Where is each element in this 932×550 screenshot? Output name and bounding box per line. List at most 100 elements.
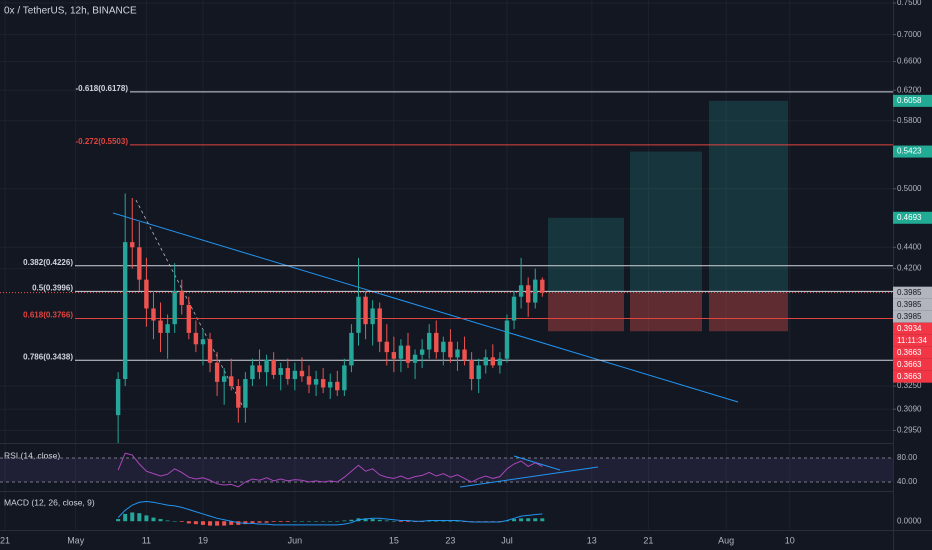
x-tick-label: 23 (445, 535, 455, 545)
macd-tick-label: 0.0000 (897, 516, 922, 525)
candle-body (207, 339, 213, 363)
candle-body (441, 341, 446, 353)
price-badge (893, 94, 932, 107)
macd-histogram-bar (130, 512, 135, 522)
macd-histogram-bar (193, 521, 198, 525)
candle-body (250, 365, 255, 380)
candle-body (172, 290, 177, 325)
macd-histogram-bar (434, 521, 439, 522)
candle-body (165, 324, 170, 333)
macd-histogram-bar (370, 519, 375, 522)
price-badge (893, 211, 932, 224)
fib-level-label: -0.618(0.6178) (76, 84, 129, 93)
candle-body (221, 376, 227, 382)
candle-body (412, 354, 418, 363)
macd-histogram-bar (519, 518, 524, 522)
macd-histogram-bar (271, 521, 276, 522)
rsi-band (0, 458, 893, 483)
macd-histogram-bar (208, 521, 213, 526)
candle-body (398, 345, 404, 359)
macd-histogram-bar (278, 521, 283, 522)
candle-body (257, 365, 262, 373)
macd-histogram-bar (335, 521, 340, 522)
candle-body (476, 365, 481, 380)
position-profit-zone (548, 217, 624, 293)
candle-body (349, 332, 354, 366)
price-badge (893, 322, 932, 335)
macd-histogram-bar (215, 521, 220, 526)
x-tick-label: 10 (785, 535, 795, 545)
x-tick-label: Jul (501, 535, 513, 545)
y-tick-label: 0.4200 (897, 264, 922, 273)
macd-line (117, 500, 543, 526)
macd-title: MACD (12, 26, close, 9) (4, 497, 95, 507)
macd-histogram-bar (292, 521, 297, 522)
candle-body (264, 360, 269, 373)
candle-body (518, 285, 524, 297)
macd-histogram-bar (158, 519, 163, 522)
macd-histogram-bar (526, 518, 531, 522)
candle-body (356, 296, 361, 333)
macd-histogram-bar (405, 521, 410, 522)
macd-histogram-bar (512, 519, 517, 522)
x-tick-label: Jun (288, 535, 303, 545)
macd-histogram-bar (137, 513, 142, 522)
price-badge-label: 0.3985 (897, 300, 922, 309)
price-badge-label: 0.3985 (897, 288, 922, 297)
price-badge-label: 0.6058 (897, 96, 922, 105)
candle-body (405, 345, 411, 363)
fib-level-label: 0.382(0.4226) (23, 258, 73, 267)
macd-histogram-bar (243, 521, 248, 525)
macd-histogram-bar (250, 521, 255, 524)
candle-body (434, 332, 439, 353)
candle-body (306, 376, 312, 385)
x-tick-label: 21 (0, 535, 10, 545)
macd-histogram-bar (377, 519, 382, 522)
macd-histogram-bar (285, 521, 290, 522)
candle-body (525, 285, 531, 303)
candle-body (335, 381, 340, 391)
candle-body (540, 279, 545, 293)
candle-body (462, 349, 467, 361)
y-tick-label: 0.4400 (897, 242, 922, 251)
macd-histogram-bar (144, 515, 149, 522)
position-loss-zone (548, 292, 624, 332)
macd-histogram-bar (222, 521, 227, 526)
rsi-line (117, 452, 543, 488)
price-badge (893, 346, 932, 359)
macd-histogram-bar (299, 521, 304, 522)
macd-histogram-bar (229, 521, 234, 525)
candle-body (122, 242, 128, 380)
candle-body (158, 320, 163, 333)
price-badge (893, 310, 932, 323)
position-profit-zone (709, 100, 788, 293)
candle-body (533, 279, 538, 303)
price-badge (893, 286, 932, 299)
candle-body (448, 341, 453, 358)
x-tick-label: 21 (643, 535, 653, 545)
candle-body (193, 332, 199, 345)
macd-histogram-bar (321, 521, 326, 522)
y-tick-label: 0.3090 (897, 404, 922, 413)
macd-histogram-bar (116, 519, 121, 522)
price-badge-label: 0.3985 (897, 312, 922, 321)
candle-body (320, 379, 326, 388)
rsi-tick-label: 40.00 (897, 477, 918, 486)
candle-body (419, 349, 425, 355)
x-tick-label: Aug (718, 535, 734, 545)
price-badge-label: 0.5423 (897, 147, 922, 156)
macd-histogram-bar (540, 518, 545, 522)
rsi-title: RSI (14, close) (4, 450, 60, 460)
candle-body (137, 247, 142, 280)
macd-histogram-bar (264, 521, 269, 523)
candle-body (115, 379, 121, 416)
y-tick-label: 0.3250 (897, 381, 922, 390)
y-tick-label: 0.6200 (897, 85, 922, 94)
fib-level-label: 0.618(0.3766) (23, 311, 73, 320)
candle-body (504, 320, 510, 359)
macd-histogram-bar (151, 517, 156, 522)
fib-level-label: -0.272(0.5503) (76, 137, 129, 146)
candle-body (229, 376, 234, 387)
